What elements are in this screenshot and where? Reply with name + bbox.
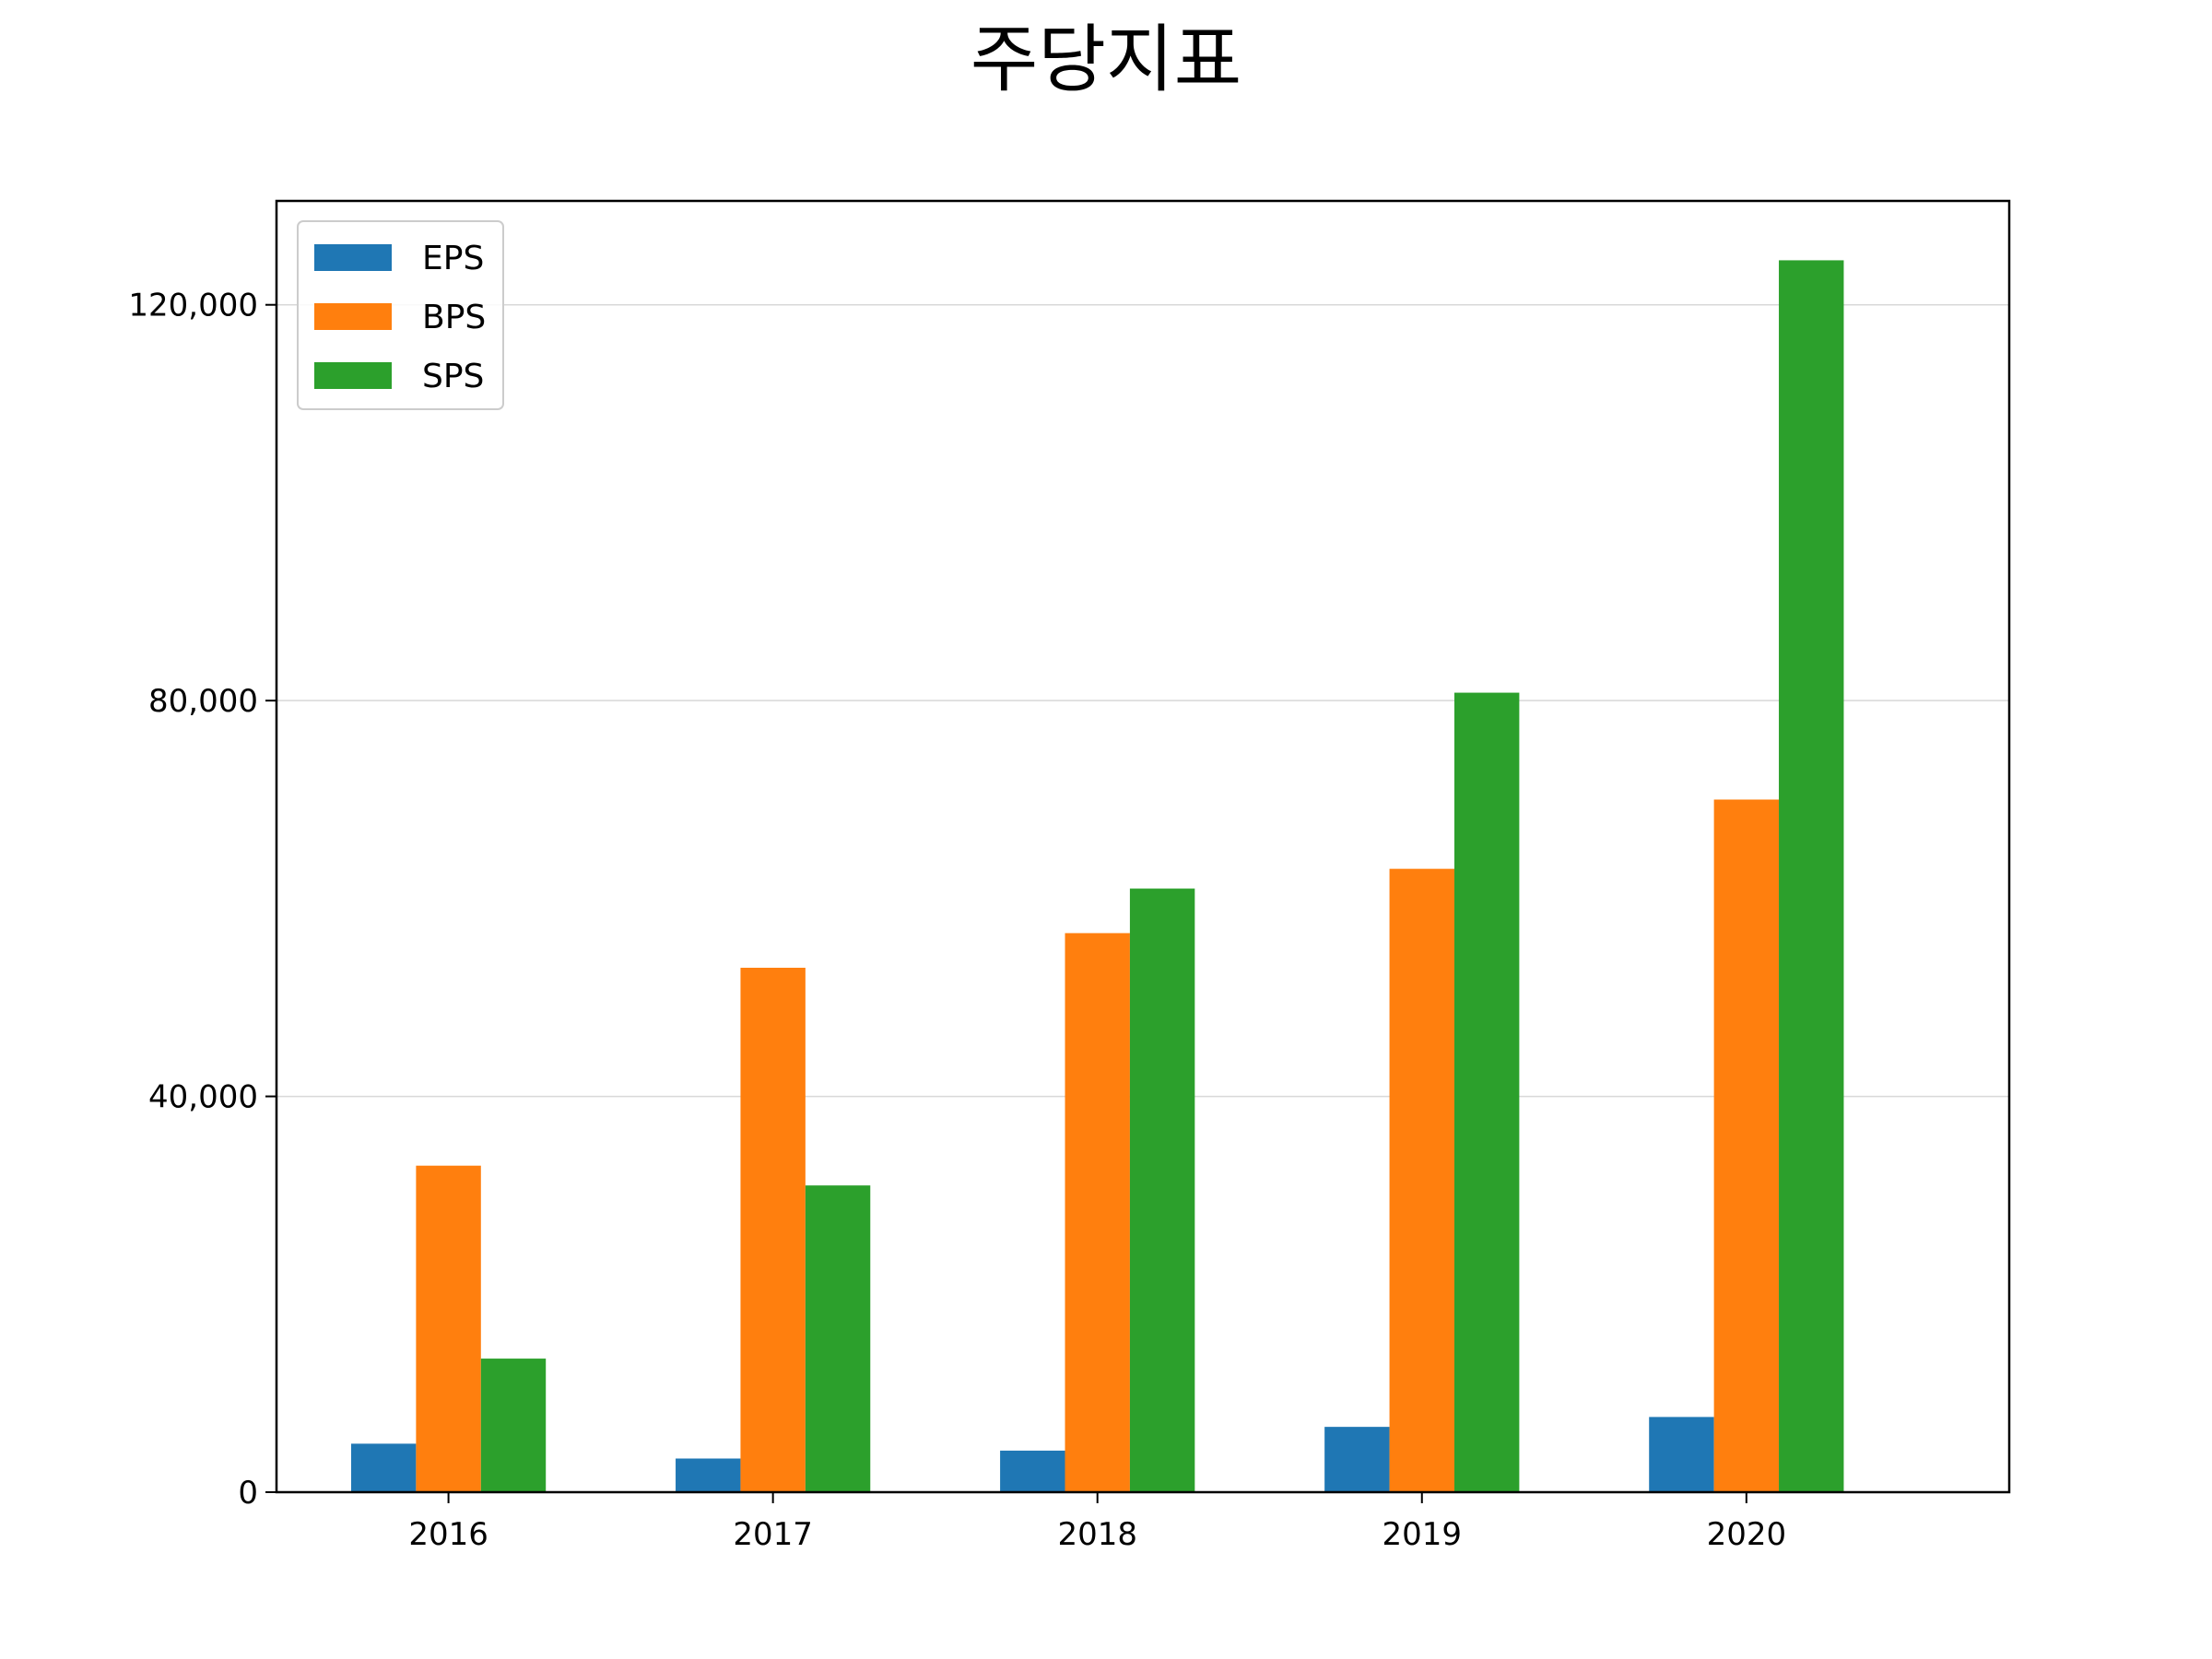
bar-bps-2016 (416, 1165, 481, 1492)
legend: EPS BPS SPS (297, 220, 504, 410)
y-tick-label: 120,000 (128, 288, 258, 324)
x-tick-label: 2016 (408, 1516, 488, 1553)
bar-sps-2017 (805, 1185, 871, 1492)
bar-bps-2018 (1065, 933, 1130, 1492)
bar-bps-2020 (1713, 799, 1780, 1492)
y-tick-label: 0 (238, 1475, 258, 1512)
y-tick-label: 80,000 (148, 683, 258, 720)
legend-label-bps: BPS (422, 299, 486, 336)
legend-swatch-sps (314, 362, 392, 389)
bar-eps-2020 (1649, 1417, 1714, 1492)
bar-sps-2018 (1129, 888, 1195, 1492)
axes: 0 40,000 80,000 120,000 2016 2017 2018 2019 2020 (128, 288, 1786, 1553)
y-tick-label: 40,000 (148, 1079, 258, 1116)
bar-bps-2017 (740, 968, 806, 1492)
bar-eps-2019 (1324, 1427, 1390, 1492)
bar-bps-2019 (1389, 868, 1454, 1492)
x-tick-label: 2017 (733, 1516, 813, 1553)
legend-label-eps: EPS (422, 240, 484, 277)
bar-sps-2019 (1453, 692, 1520, 1492)
bar-sps-2016 (480, 1359, 547, 1492)
bar-eps-2018 (1000, 1450, 1065, 1492)
plot-frame (275, 199, 2011, 1494)
chart-title: 주당지표 (971, 17, 1241, 102)
legend-swatch-eps (314, 244, 392, 271)
x-tick-label: 2019 (1382, 1516, 1463, 1553)
bar-eps-2017 (676, 1458, 741, 1492)
x-tick-label: 2020 (1707, 1516, 1787, 1553)
legend-swatch-bps (314, 303, 392, 330)
x-tick-label: 2018 (1057, 1516, 1137, 1553)
bar-eps-2016 (350, 1443, 417, 1492)
bar-sps-2020 (1779, 260, 1844, 1492)
bars (350, 260, 1844, 1492)
legend-label-sps: SPS (422, 358, 484, 395)
